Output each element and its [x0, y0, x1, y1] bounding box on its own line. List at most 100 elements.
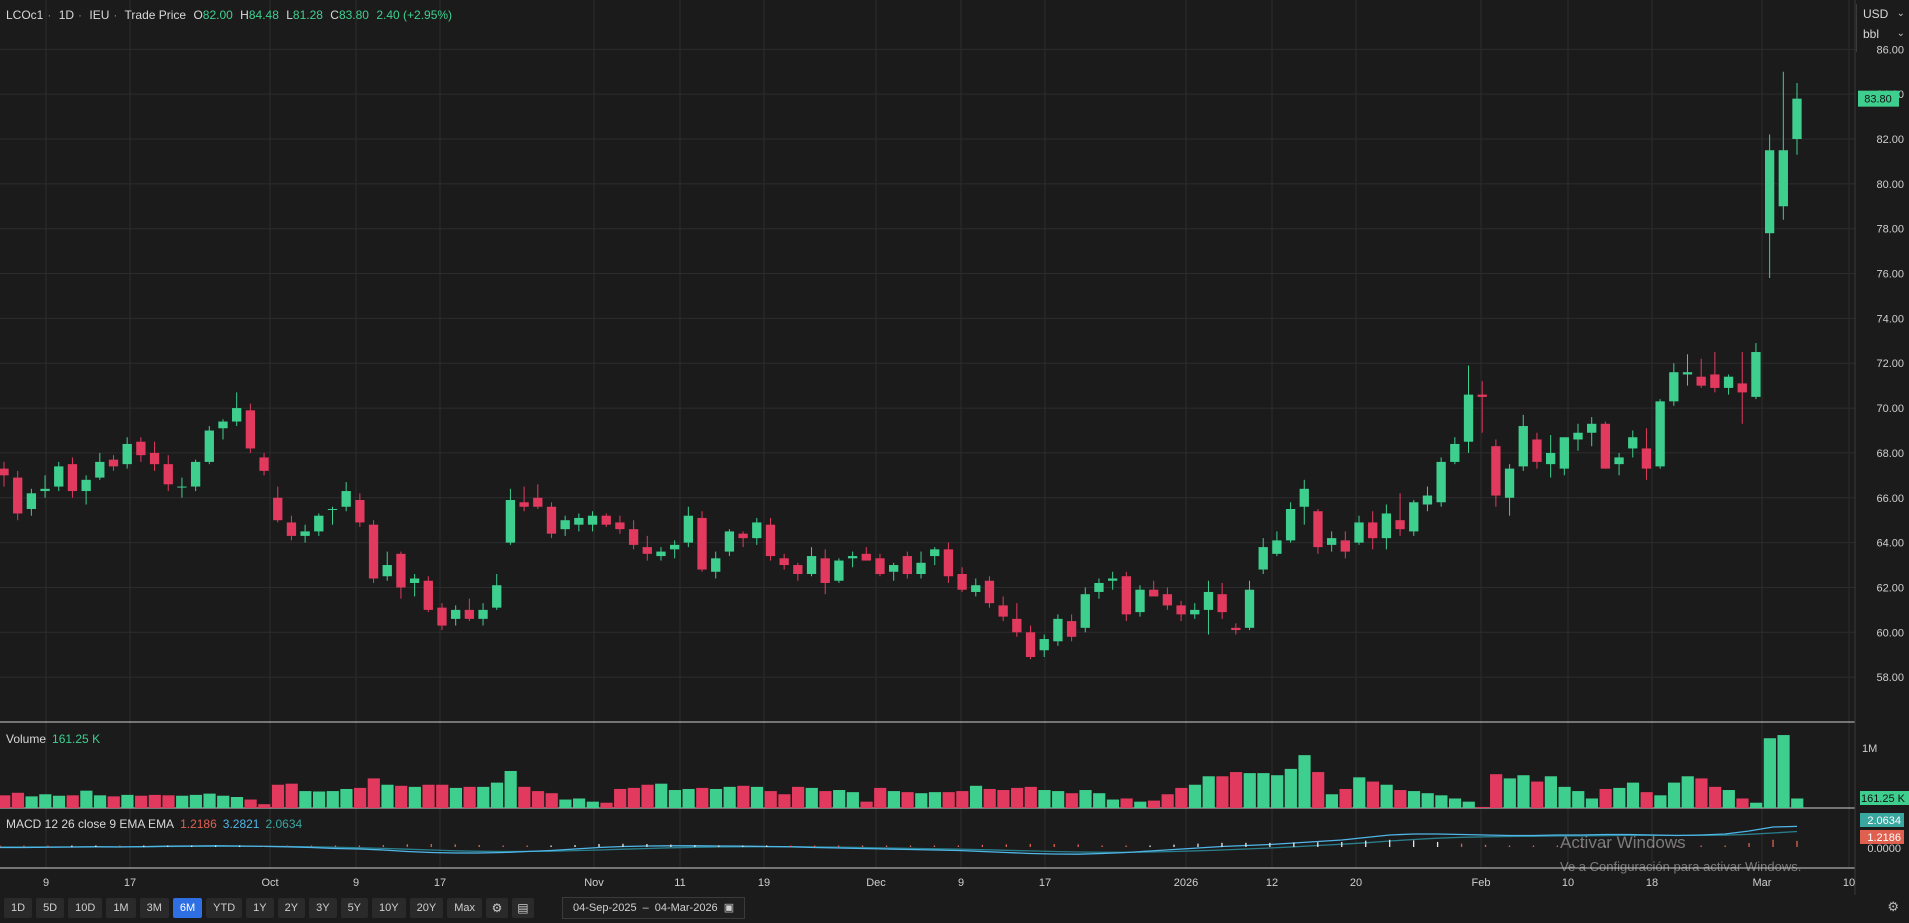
range-20y[interactable]: 20Y — [409, 898, 444, 918]
currency-selector[interactable]: USD ⌄ bbl ⌄ — [1856, 4, 1909, 52]
volume-bar — [1572, 791, 1585, 808]
volume-bar — [1229, 772, 1243, 808]
volume-bar — [627, 787, 640, 808]
candle-body — [1669, 372, 1679, 402]
candle-body — [1025, 632, 1036, 657]
volume-bar — [463, 786, 476, 808]
watermark-line2: Ve a Configuración para activar Windows. — [1560, 859, 1802, 874]
currency-select[interactable]: USD ⌄ — [1857, 4, 1909, 24]
volume-bar — [997, 790, 1010, 808]
range-10d[interactable]: 10D — [68, 898, 103, 918]
macd-label: MACD 12 26 close 9 EMA EMA — [6, 817, 175, 831]
price-tick-label: 58.00 — [1876, 672, 1904, 684]
candle-body — [971, 585, 981, 592]
range-ytd[interactable]: YTD — [206, 898, 243, 918]
candle-body — [1272, 540, 1282, 554]
candle-body — [615, 522, 625, 530]
range-3m[interactable]: 3M — [139, 898, 169, 918]
range-1y[interactable]: 1Y — [246, 898, 274, 918]
volume-bar — [1134, 801, 1147, 808]
volume-bar — [860, 801, 873, 808]
range-1d[interactable]: 1D — [4, 898, 33, 918]
chart-settings-icon[interactable]: ⚙ — [1887, 899, 1899, 914]
date-range-picker[interactable]: 04-Sep-2025 – 04-Mar-2026 ▣ — [561, 897, 746, 919]
volume-bar — [764, 791, 777, 808]
volume-bar — [1736, 798, 1749, 808]
volume-bar — [39, 794, 52, 808]
candle-body — [1149, 589, 1159, 597]
volume-bar — [518, 786, 531, 808]
volume-bar — [312, 791, 326, 808]
range-6m[interactable]: 6M — [172, 898, 203, 918]
volume-bar — [573, 798, 586, 808]
macd-legend: MACD 12 26 close 9 EMA EMA 1.2186 3.2821 2.… — [6, 817, 302, 831]
range-max[interactable]: Max — [447, 898, 482, 918]
candle-body — [1395, 520, 1405, 530]
candle-body — [136, 441, 146, 456]
range-5y[interactable]: 5Y — [340, 898, 369, 918]
candle-body — [26, 493, 37, 509]
last-price-tag-bg — [1858, 90, 1899, 107]
volume-bar — [1490, 774, 1503, 808]
candle-body — [1477, 394, 1487, 397]
price-tick-label: 62.00 — [1876, 582, 1904, 594]
volume-bar — [1010, 787, 1024, 808]
volume-bar — [504, 771, 517, 808]
price-type-label[interactable]: Trade Price — [124, 8, 187, 22]
candle-body — [1381, 513, 1392, 539]
price-tick-label: 60.00 — [1876, 627, 1904, 639]
price-tick-label: 68.00 — [1876, 448, 1904, 460]
volume-bar — [1394, 790, 1407, 808]
candle-body — [1628, 437, 1638, 449]
candle-body — [779, 558, 789, 566]
candle-body — [355, 500, 365, 523]
date-to: 04-Mar-2026 — [654, 902, 718, 914]
range-5d[interactable]: 5D — [36, 898, 65, 918]
candle-body — [177, 486, 187, 488]
candle-body — [752, 522, 762, 539]
date-tick-label: Oct — [261, 877, 278, 889]
candle-body — [1764, 150, 1775, 234]
volume-bar — [641, 784, 654, 808]
candle-body — [656, 551, 666, 557]
date-tick-label: Mar — [1753, 877, 1772, 889]
range-3y[interactable]: 3Y — [309, 898, 337, 918]
volume-bar — [1777, 735, 1790, 808]
volume-bar — [1599, 788, 1612, 808]
open-key: O — [193, 8, 203, 22]
volume-bar — [737, 785, 750, 808]
candle-body — [232, 408, 242, 422]
volume-bar — [1421, 793, 1434, 808]
interval-label[interactable]: 1D — [58, 8, 75, 22]
symbol-label[interactable]: LCOc1 — [6, 8, 44, 22]
candle-body — [396, 553, 406, 588]
volume-bar — [1407, 791, 1421, 808]
volume-bar — [1558, 786, 1571, 808]
gear-icon[interactable]: ⚙ — [485, 898, 508, 918]
candle-body — [984, 580, 995, 604]
candle-body — [1532, 439, 1542, 462]
range-10y[interactable]: 10Y — [372, 898, 406, 918]
date-tick-label: 18 — [1646, 877, 1658, 889]
candle-body — [1231, 627, 1241, 631]
candle-body — [1792, 98, 1802, 140]
calendar-grid-icon[interactable]: ▤ — [511, 898, 534, 918]
volume-bar — [1038, 790, 1051, 808]
candle-body — [40, 488, 50, 492]
volume-bar — [833, 790, 846, 808]
range-1m[interactable]: 1M — [106, 898, 136, 918]
candle-body — [834, 560, 844, 581]
volume-bar — [1188, 784, 1202, 808]
volume-bar — [1175, 787, 1188, 808]
candle-body — [1107, 578, 1118, 581]
range-2y[interactable]: 2Y — [277, 898, 306, 918]
candle-body — [218, 421, 228, 429]
volume-bar — [217, 795, 230, 808]
candle-body — [1463, 394, 1474, 442]
candle-body — [382, 565, 392, 577]
unit-select[interactable]: bbl ⌄ — [1857, 24, 1909, 44]
volume-bar — [1093, 793, 1106, 808]
windows-activation-watermark: Activar Windows Ve a Configuración para … — [1560, 833, 1801, 874]
volume-bar — [25, 796, 38, 808]
